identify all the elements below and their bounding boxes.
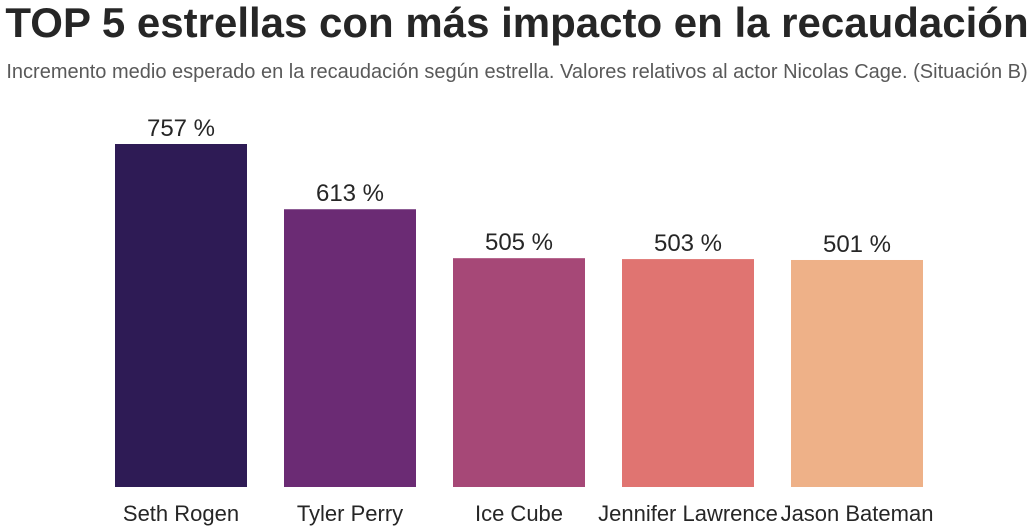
bars-group	[115, 144, 923, 488]
x-tick-label: Ice Cube	[475, 501, 563, 526]
bar-value-label: 501 %	[823, 231, 891, 258]
bar-value-label: 757 %	[147, 115, 215, 142]
bar	[115, 144, 247, 487]
bar	[453, 258, 585, 487]
chart-title: TOP 5 estrellas con más impacto en la re…	[5, 0, 1028, 46]
x-tick-label: Seth Rogen	[123, 501, 239, 526]
chart-subtitle: Incremento medio esperado en la recaudac…	[6, 61, 1027, 83]
x-tick-label: Jennifer Lawrence	[598, 501, 778, 526]
x-tick-label: Tyler Perry	[297, 501, 403, 526]
bar	[622, 259, 754, 487]
x-tick-labels-group: Seth Rogen Tyler Perry Ice Cube Jennifer La…	[123, 501, 934, 526]
x-tick-label: Jason Bateman	[781, 501, 934, 526]
bar-value-label: 503 %	[654, 230, 722, 257]
bar	[791, 259, 923, 487]
bar-value-label: 613 %	[316, 180, 384, 207]
bar	[284, 209, 416, 488]
bar-value-label: 505 %	[485, 229, 553, 256]
value-labels-group: 757 % 613 % 505 % 503 % 501 %	[147, 115, 891, 258]
